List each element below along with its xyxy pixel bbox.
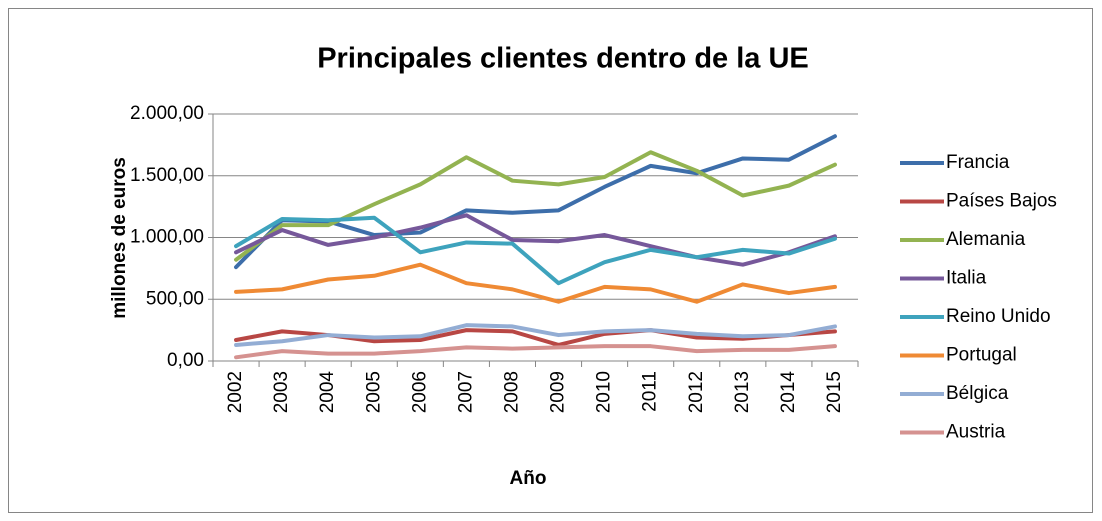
x-tick-label: 2015 xyxy=(824,371,845,413)
series-line xyxy=(234,213,837,267)
y-tick-label: 500,00 xyxy=(146,288,204,309)
x-tick-label: 2007 xyxy=(455,371,476,413)
legend-label: Bélgica xyxy=(946,383,1009,404)
x-axis-label: Año xyxy=(510,468,547,489)
x-tick-label: 2005 xyxy=(363,371,384,413)
x-tick-label: 2002 xyxy=(225,371,246,413)
x-tick-label: 2010 xyxy=(594,371,615,413)
y-tick-label: 2.000,00 xyxy=(130,103,204,124)
series-line xyxy=(234,262,837,304)
y-tick-label: 0,00 xyxy=(167,350,204,371)
x-tick-label: 2004 xyxy=(317,371,338,414)
x-tick-label: 2008 xyxy=(501,371,522,413)
y-axis-label: millones de euros xyxy=(109,157,130,319)
series-line xyxy=(234,323,837,347)
series-line xyxy=(234,344,837,360)
x-tick-label: 2014 xyxy=(778,371,799,414)
legend-label: Italia xyxy=(946,268,987,289)
x-tick-label: 2009 xyxy=(548,371,569,413)
y-tick-label: 1.000,00 xyxy=(130,227,204,248)
x-tick-label: 2003 xyxy=(271,371,292,413)
x-tick-label: 2011 xyxy=(640,371,661,412)
legend-label: Austria xyxy=(946,422,1006,443)
chart-border xyxy=(8,8,1093,513)
x-tick-label: 2012 xyxy=(686,371,707,413)
legend-label: Francia xyxy=(946,152,1010,173)
series-line xyxy=(234,215,837,286)
x-tick-label: 2006 xyxy=(409,371,430,413)
legend-label: Países Bajos xyxy=(946,191,1057,212)
legend-label: Portugal xyxy=(946,345,1017,366)
legend-label: Alemania xyxy=(946,229,1026,250)
y-tick-label: 1.500,00 xyxy=(130,165,204,186)
chart-title: Principales clientes dentro de la UE xyxy=(317,43,809,75)
x-tick-label: 2013 xyxy=(732,371,753,413)
legend-label: Reino Unido xyxy=(946,306,1051,327)
